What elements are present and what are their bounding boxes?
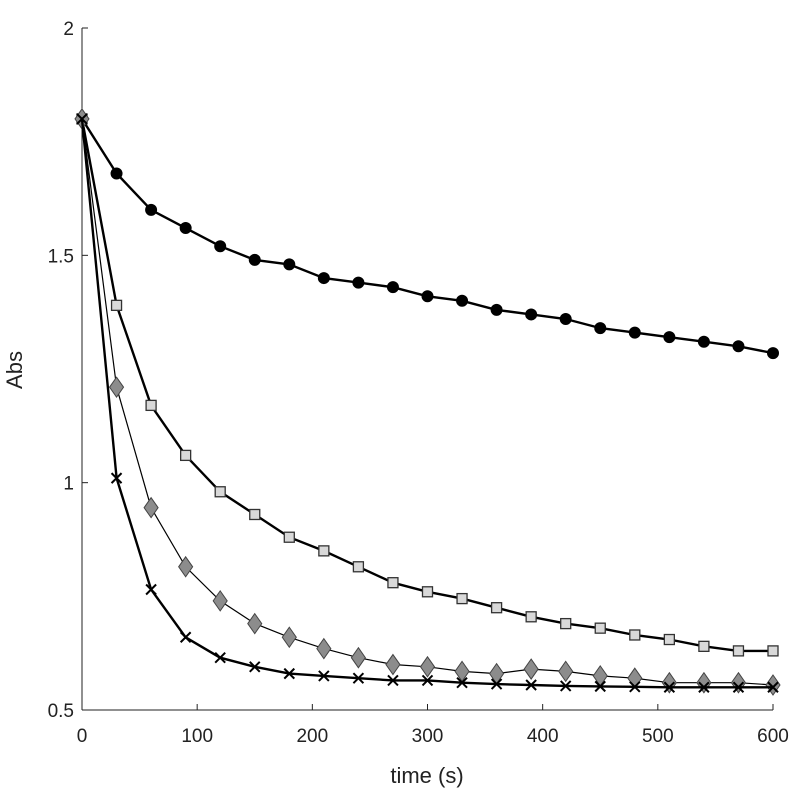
- data-point: [214, 240, 227, 253]
- data-point: [525, 611, 537, 623]
- series-group: [74, 108, 781, 696]
- data-point: [110, 472, 123, 484]
- data-point: [352, 276, 365, 289]
- x-tick-label: 500: [642, 726, 674, 747]
- series-diamonds: [74, 108, 781, 696]
- series-squares: [76, 113, 779, 657]
- data-point: [732, 340, 745, 353]
- data-point: [385, 653, 401, 676]
- x-tick-label: 0: [77, 726, 88, 747]
- data-point: [283, 667, 296, 680]
- data-point: [316, 637, 332, 660]
- series-crosses: [76, 113, 779, 693]
- data-point: [560, 617, 572, 630]
- data-point: [629, 681, 641, 693]
- data-point: [628, 326, 641, 339]
- data-point: [594, 622, 606, 634]
- data-point: [212, 590, 228, 612]
- axes: 0 100 200 300 400 500 600 0.5 1 1.5 2: [48, 19, 789, 747]
- data-point: [249, 661, 261, 673]
- data-point: [352, 561, 365, 573]
- data-point: [663, 331, 676, 344]
- data-point: [145, 203, 158, 216]
- y-axis-label: Abs: [2, 351, 27, 389]
- series-line-diamonds: [81, 118, 774, 686]
- y-tick-label: 1.5: [48, 246, 74, 267]
- y-tick-label: 0.5: [48, 701, 74, 722]
- data-point: [179, 449, 192, 462]
- x-axis-label: time (s): [390, 763, 463, 788]
- data-point: [145, 583, 157, 596]
- data-point: [350, 646, 367, 669]
- data-point: [525, 679, 537, 691]
- y-tick-label: 2: [63, 19, 74, 40]
- data-point: [386, 281, 399, 294]
- data-point: [281, 626, 297, 649]
- data-point: [456, 592, 468, 605]
- data-point: [247, 612, 263, 635]
- data-point: [525, 308, 538, 321]
- data-point: [318, 670, 330, 682]
- data-point: [145, 399, 157, 412]
- data-point: [767, 645, 779, 657]
- data-point: [490, 303, 503, 316]
- x-tick-label: 200: [296, 726, 328, 747]
- data-point: [456, 677, 468, 689]
- data-point: [594, 680, 606, 693]
- data-point: [490, 678, 503, 690]
- data-point: [594, 322, 607, 335]
- data-point: [179, 631, 192, 643]
- data-point: [488, 662, 505, 685]
- data-point: [178, 555, 194, 578]
- data-point: [732, 645, 745, 657]
- data-point: [249, 508, 261, 521]
- series-line-circles: [80, 118, 774, 355]
- y-tick-label: 1: [63, 474, 74, 495]
- data-point: [767, 347, 779, 360]
- data-point: [663, 633, 675, 646]
- data-point: [317, 272, 330, 285]
- data-point: [108, 376, 125, 399]
- data-point: [419, 655, 436, 678]
- data-point: [214, 486, 226, 498]
- data-point: [283, 531, 295, 543]
- series-circles: [76, 112, 779, 360]
- data-point: [697, 335, 710, 348]
- data-point: [732, 681, 745, 693]
- data-point: [352, 672, 365, 684]
- data-point: [629, 629, 641, 641]
- data-point: [698, 681, 710, 693]
- x-tick-label: 400: [527, 726, 559, 747]
- data-point: [421, 586, 434, 598]
- data-point: [663, 681, 676, 693]
- data-point: [592, 665, 608, 687]
- data-point: [318, 545, 330, 557]
- data-point: [421, 674, 434, 687]
- data-point: [387, 577, 399, 589]
- data-point: [76, 113, 88, 125]
- data-point: [767, 681, 779, 693]
- series-line-crosses: [80, 118, 773, 689]
- data-point: [143, 496, 159, 519]
- data-point: [110, 167, 123, 180]
- data-point: [698, 640, 710, 652]
- data-point: [456, 294, 469, 307]
- data-point: [559, 312, 572, 325]
- data-point: [214, 652, 226, 664]
- data-point: [559, 680, 572, 692]
- data-point: [490, 602, 503, 614]
- x-tick-label: 300: [412, 726, 444, 747]
- data-point: [283, 258, 296, 271]
- data-point: [179, 222, 192, 235]
- data-point: [523, 658, 539, 680]
- data-point: [110, 299, 123, 311]
- data-point: [248, 253, 261, 266]
- data-point: [421, 290, 434, 303]
- data-point: [627, 667, 643, 690]
- data-point: [387, 674, 399, 687]
- x-tick-label: 600: [757, 726, 789, 747]
- x-tick-label: 100: [181, 726, 213, 747]
- data-point: [558, 660, 574, 683]
